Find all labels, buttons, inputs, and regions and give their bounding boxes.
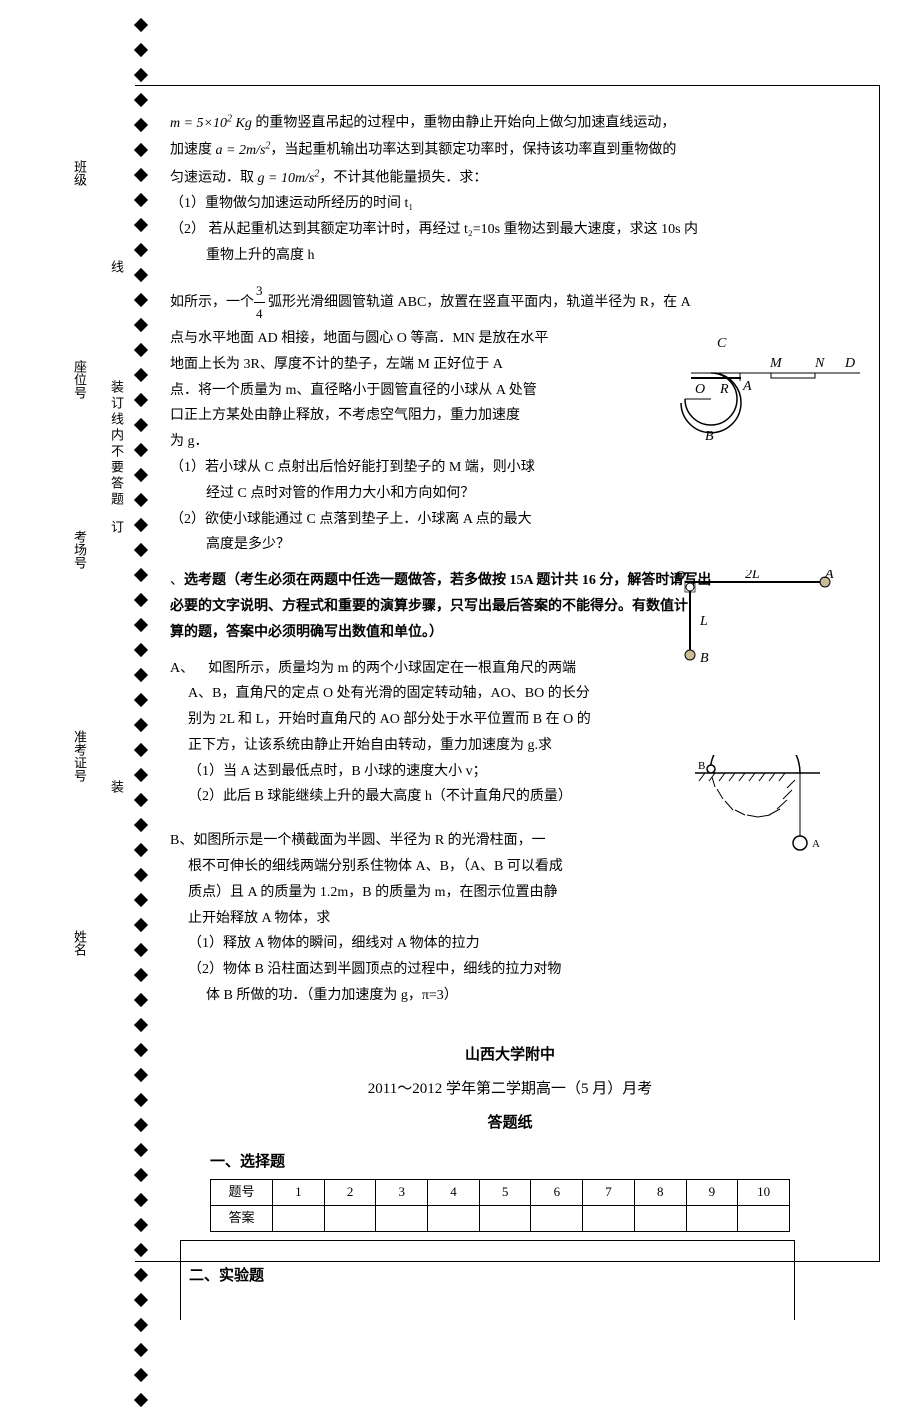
col-num: 10: [738, 1179, 790, 1205]
q13-prefix: 如所示，一个: [170, 295, 254, 310]
answer-cell: [324, 1205, 376, 1231]
col-num: 4: [428, 1179, 480, 1205]
answer-cell: [583, 1205, 635, 1231]
answer-cell: [273, 1205, 325, 1231]
q12-l3a: 匀速运动．取: [170, 171, 258, 186]
label-O: O: [695, 382, 705, 397]
exam-title: 2011～2012 学年第二学期高一（5 月）月考: [170, 1077, 850, 1101]
label-M: M: [769, 356, 783, 371]
examroom-label: 考场号: [70, 530, 89, 569]
question-12: m = 5×102 Kg 的重物竖直吊起的过程中，重物由静止开始向上做匀加速直线…: [170, 110, 850, 268]
q12-l3b: ，不计其他能量损失．求：: [319, 171, 487, 186]
answer-sheet-title: 山西大学附中 2011～2012 学年第二学期高一（5 月）月考 答题纸: [170, 1043, 850, 1135]
label-A: A: [742, 379, 752, 394]
col-num: 7: [583, 1179, 635, 1205]
col-num: 2: [324, 1179, 376, 1205]
answer-cell: [634, 1205, 686, 1231]
q12-sub2b: 重物上升的高度 h: [206, 244, 850, 268]
col-num: 5: [479, 1179, 531, 1205]
q13-s1b: 经过 C 点时对管的作用力大小和方向如何？: [206, 482, 850, 506]
binding-xian: 线: [107, 260, 126, 276]
label-N: N: [814, 356, 825, 371]
q15b-s2a: （2）物体 B 沿柱面达到半圆顶点的过程中，细线的拉力对物: [188, 958, 850, 982]
col-num: 6: [531, 1179, 583, 1205]
q15b-num: B、: [170, 833, 193, 848]
q15a-s1: （1）当 A 达到最低点时，B 小球的速度大小 v；: [188, 764, 487, 779]
section-2-header: 二、实验题: [189, 1264, 786, 1288]
col-num: 8: [634, 1179, 686, 1205]
q15b-l4: 止开始释放 A 物体，求: [188, 907, 850, 931]
answer-cell: [686, 1205, 738, 1231]
label-B3: B: [698, 760, 705, 772]
opt-h1: 选考题（考生必须在两题中任选一题做答，若多做按 15A 题计共 16 分，解答时…: [184, 573, 711, 588]
label-D: D: [844, 356, 855, 371]
table-row: 题号 1 2 3 4 5 6 7 8 9 10: [211, 1179, 790, 1205]
examid-label: 准考证号: [70, 730, 89, 782]
col-num: 3: [376, 1179, 428, 1205]
q12-l1: 的重物竖直吊起的过程中，重物由静止开始向上做匀加速直线运动，: [252, 116, 676, 131]
label-L: L: [699, 614, 708, 629]
vertical-labels: 班级 座位号 考场号 准考证号 姓名: [70, 100, 90, 1200]
section-1-header: 一、选择题: [210, 1150, 850, 1174]
diagram-right-angle: O 2L A L B: [675, 570, 835, 670]
diagram-semicircle: B A: [695, 755, 835, 865]
q13-s2a: （2）欲使小球能通过 C 点落到垫子上．小球离 A 点的最大: [170, 508, 850, 532]
binding-text: 装订线内不要答题: [107, 380, 126, 508]
col-num: 1: [273, 1179, 325, 1205]
q13-mid: 弧形光滑细圆管轨道 ABC，放置在竖直平面内，轨道半径为 R，在 A: [265, 295, 691, 310]
seat-label: 座位号: [70, 360, 89, 399]
answer-cell: [479, 1205, 531, 1231]
q15a-l3: 别为 2L 和 L，开始时直角尺的 AO 部分处于水平位置而 B 在 O 的: [188, 708, 850, 732]
main-content: m = 5×102 Kg 的重物竖直吊起的过程中，重物由静止开始向上做匀加速直线…: [170, 110, 850, 1232]
binding-ding: 订: [107, 520, 126, 536]
name-label: 姓名: [70, 930, 89, 956]
q12-sub1: （1）重物做匀加速运动所经历的时间 t₁: [170, 192, 850, 216]
label-C: C: [717, 336, 727, 351]
school-name: 山西大学附中: [170, 1043, 850, 1067]
label-R: R: [719, 382, 729, 397]
label-B: B: [705, 429, 714, 444]
answer-cell: [531, 1205, 583, 1231]
q12-sub2a: （2） 若从起重机达到其额定功率计时，再经过 t₂=10s 重物达到最大速度，求…: [170, 218, 850, 242]
q15b-l1: 如图所示是一个横截面为半圆、半径为 R 的光滑柱面，一: [193, 833, 545, 848]
q12-l2a: 加速度: [170, 143, 216, 158]
binding-zhuang: 装: [107, 780, 126, 796]
table-row: 答案: [211, 1205, 790, 1231]
col-num: 9: [686, 1179, 738, 1205]
q15b-s2b: 体 B 所做的功．（重力加速度为 g，π=3）: [206, 984, 850, 1008]
mass-expr: m = 5×102 Kg: [170, 116, 252, 131]
experiment-frame: 二、实验题: [180, 1240, 795, 1320]
q13-s2b: 高度是多少？: [206, 533, 850, 557]
q15b-s1: （1）释放 A 物体的瞬间，细线对 A 物体的拉力: [188, 932, 850, 956]
hatching-icon: [699, 773, 785, 781]
label-O2: O: [675, 570, 685, 584]
g-expr: g = 10m/s2: [258, 171, 320, 186]
frac-3-4: 34: [254, 280, 265, 325]
label-2L: 2L: [745, 570, 760, 582]
answer-cell: [738, 1205, 790, 1231]
diagram-circle-track: C O R B A M N D: [665, 335, 865, 445]
answer-table: 题号 1 2 3 4 5 6 7 8 9 10 答案: [210, 1179, 790, 1232]
page-right-border: [879, 85, 880, 1262]
q13-s1a: （1）若小球从 C 点射出后恰好能打到垫子的 M 端，则小球: [170, 456, 850, 480]
q15a-l1: 如图所示，质量均为 m 的两个小球固定在一根直角尺的两端: [208, 661, 576, 676]
sheet-title: 答题纸: [170, 1111, 850, 1135]
label-A3: A: [812, 838, 820, 850]
diamond-border: [136, 20, 146, 1405]
answer-header: 答案: [211, 1205, 273, 1231]
hatching-inner-icon: [712, 777, 795, 817]
q15b-l3: 质点）且 A 的质量为 1.2m，B 的质量为 m，在图示位置由静: [188, 881, 850, 905]
answer-cell: [376, 1205, 428, 1231]
accel-expr: a = 2m/s2: [216, 143, 271, 158]
label-A2: A: [824, 570, 834, 582]
label-B2: B: [700, 651, 709, 666]
q15a-num: A、: [170, 661, 194, 676]
q15a-l2: A、B，直角尺的定点 O 处有光滑的固定转动轴，AO、BO 的长分: [188, 682, 850, 706]
q12-l2b: ，当起重机输出功率达到其额定功率时，保持该功率直到重物做的: [270, 143, 676, 158]
row-header: 题号: [211, 1179, 273, 1205]
answer-cell: [428, 1205, 480, 1231]
class-label: 班级: [70, 160, 89, 186]
